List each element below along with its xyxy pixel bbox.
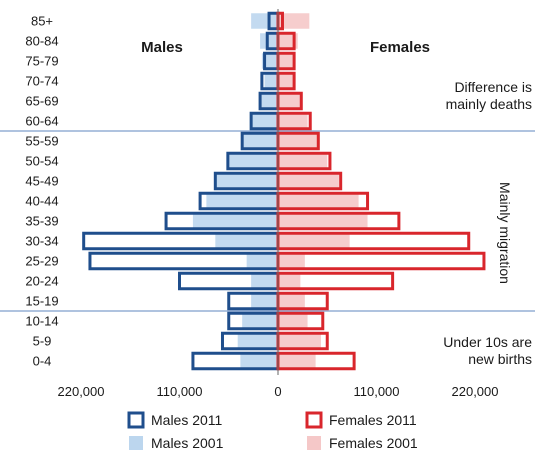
annotation-migration: Mainly migration: [497, 182, 513, 284]
divider-lines: [0, 130, 535, 312]
age-label-0-4: 0-4: [33, 354, 52, 369]
bar-males-2001-15-19: [251, 293, 278, 309]
age-label-40-44: 40-44: [25, 194, 58, 209]
x-tick-label-4: 110,000: [353, 384, 399, 399]
bar-females-2001-50-54: [278, 153, 328, 169]
age-label-80-84: 80-84: [25, 34, 58, 49]
legend-label-females-2011: Females 2011: [329, 412, 417, 428]
bar-males-2001-5-9: [237, 333, 278, 349]
legend-swatch-females-2011: [305, 411, 323, 429]
age-label-5-9: 5-9: [33, 334, 52, 349]
age-label-60-64: 60-64: [25, 114, 58, 129]
bar-males-2001-10-14: [242, 313, 278, 329]
bar-females-2001-60-64: [278, 113, 308, 129]
bar-males-2001-45-49: [215, 173, 278, 189]
annotation-births-line2: new births: [468, 351, 532, 367]
bar-males-2001-30-34: [215, 233, 278, 249]
bar-females-2001-70-74: [278, 73, 295, 89]
females-side-label: Females: [370, 39, 430, 56]
age-label-50-54: 50-54: [25, 154, 58, 169]
bar-females-2011-25-29: [276, 251, 486, 271]
age-label-10-14: 10-14: [25, 314, 58, 329]
bar-females-2001-15-19: [278, 293, 305, 309]
bar-females-2001-40-44: [278, 193, 359, 209]
age-label-75-79: 75-79: [25, 54, 58, 69]
annotation-deaths-line1: Difference is: [454, 79, 532, 95]
age-label-30-34: 30-34: [25, 234, 58, 249]
bar-males-2001-85+: [251, 13, 278, 29]
males-side-label: Males: [141, 39, 183, 56]
bar-males-2001-80-84: [260, 33, 278, 49]
bar-males-2001-65-69: [260, 93, 278, 109]
age-label-55-59: 55-59: [25, 134, 58, 149]
bar-males-2001-70-74: [264, 73, 278, 89]
age-label-45-49: 45-49: [25, 174, 58, 189]
legend: Males 2011 Males 2001 Females 2011 Femal…: [127, 411, 418, 451]
bar-females-2001-75-79: [278, 53, 295, 69]
legend-swatch-males-2011: [127, 411, 145, 429]
bar-males-2001-35-39: [192, 213, 278, 229]
bar-males-2001-20-24: [251, 273, 278, 289]
bar-females-2001-55-59: [278, 133, 319, 149]
annotation-deaths-line2: mainly deaths: [446, 96, 532, 112]
bar-females-2001-25-29: [278, 253, 305, 269]
legend-label-males-2001: Males 2001: [151, 435, 224, 451]
bar-males-2001-55-59: [242, 133, 278, 149]
age-axis-labels: 85+ 80-84 75-79 70-74 65-69 60-64 55-59 50-54 45…: [25, 14, 58, 369]
bar-males-2001-0-4: [240, 353, 278, 369]
annotation-births-line1: Under 10s are: [443, 334, 532, 350]
bar-females-2001-0-4: [278, 353, 316, 369]
bar-males-2001-50-54: [228, 153, 278, 169]
x-tick-label-5: 220,000: [452, 384, 499, 399]
age-label-20-24: 20-24: [25, 274, 58, 289]
legend-swatch-females-2001: [307, 436, 321, 450]
bar-females-2001-35-39: [278, 213, 368, 229]
age-label-70-74: 70-74: [25, 74, 58, 89]
bar-females-2001-45-49: [278, 173, 339, 189]
bar-females-2001-30-34: [278, 233, 350, 249]
age-label-35-39: 35-39: [25, 214, 58, 229]
age-label-25-29: 25-29: [25, 254, 58, 269]
bar-females-2001-65-69: [278, 93, 302, 109]
age-label-15-19: 15-19: [25, 294, 58, 309]
bar-males-2001-40-44: [206, 193, 278, 209]
age-label-85+: 85+: [31, 14, 53, 29]
bars: [82, 9, 486, 375]
bar-females-2001-5-9: [278, 333, 321, 349]
bar-males-2001-60-64: [251, 113, 278, 129]
x-tick-label-2: 110,000: [156, 384, 202, 399]
age-label-65-69: 65-69: [25, 94, 58, 109]
bar-females-2001-20-24: [278, 273, 301, 289]
x-axis-ticks: 220,000 110,000 0 110,000 220,000: [58, 384, 499, 399]
legend-label-females-2001: Females 2001: [329, 435, 418, 451]
legend-swatch-males-2001: [129, 436, 143, 450]
x-tick-label-3: 0: [274, 384, 281, 399]
bar-males-2001-25-29: [246, 253, 278, 269]
x-tick-label-1: 220,000: [58, 384, 105, 399]
bar-females-2001-10-14: [278, 313, 308, 329]
bar-females-2001-85+: [278, 13, 310, 29]
legend-label-males-2011: Males 2011: [151, 412, 223, 428]
